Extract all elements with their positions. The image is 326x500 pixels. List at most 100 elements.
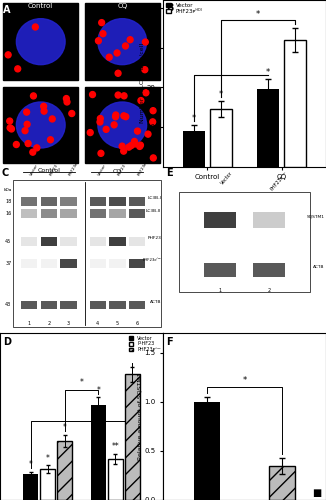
- Bar: [195, 402, 220, 500]
- Text: 16: 16: [5, 211, 11, 216]
- Circle shape: [13, 142, 19, 148]
- Bar: [41, 238, 57, 246]
- Text: 45: 45: [5, 239, 11, 244]
- Circle shape: [7, 125, 13, 131]
- Bar: [109, 238, 126, 246]
- Text: *: *: [219, 90, 223, 99]
- Circle shape: [24, 109, 30, 115]
- Bar: [109, 301, 126, 309]
- Bar: [129, 259, 145, 268]
- Circle shape: [150, 108, 156, 114]
- Text: Vector: Vector: [220, 170, 234, 186]
- Bar: [41, 209, 57, 218]
- Bar: [85, 4, 160, 80]
- Bar: [21, 238, 37, 246]
- Ellipse shape: [16, 102, 65, 148]
- Text: ■: ■: [312, 488, 321, 498]
- Circle shape: [32, 24, 38, 30]
- Circle shape: [97, 119, 103, 125]
- Text: *: *: [29, 460, 33, 469]
- Text: PHF23: PHF23: [49, 164, 59, 176]
- Circle shape: [103, 126, 109, 132]
- Text: *: *: [63, 423, 67, 432]
- Bar: [13, 180, 161, 326]
- Text: 43: 43: [5, 302, 11, 308]
- Bar: [269, 466, 294, 500]
- Bar: [41, 259, 57, 268]
- Circle shape: [132, 141, 138, 147]
- Text: 1: 1: [28, 321, 31, 326]
- Bar: [60, 198, 77, 206]
- Circle shape: [99, 20, 105, 26]
- Circle shape: [111, 122, 117, 128]
- Legend: Vector, PHF23ᴘᴴᴰᴵ: Vector, PHF23ᴘᴴᴰᴵ: [166, 3, 202, 14]
- Circle shape: [41, 108, 47, 114]
- Circle shape: [48, 137, 53, 143]
- Bar: [129, 238, 145, 246]
- Bar: [90, 209, 106, 218]
- Y-axis label: Relative amount of SQSTM1: Relative amount of SQSTM1: [138, 373, 143, 460]
- Ellipse shape: [98, 18, 147, 64]
- Text: Vector: Vector: [29, 164, 39, 176]
- Text: *: *: [266, 68, 270, 77]
- Y-axis label: Number of LC3B dots/cell: Number of LC3B dots/cell: [140, 44, 145, 124]
- Text: Control: Control: [28, 4, 53, 10]
- Circle shape: [142, 39, 148, 45]
- Circle shape: [7, 118, 13, 124]
- Text: PHF23: PHF23: [147, 236, 161, 240]
- Bar: [90, 259, 106, 268]
- Text: 3: 3: [67, 321, 70, 326]
- Bar: [284, 40, 306, 166]
- Circle shape: [145, 131, 151, 137]
- Bar: [108, 459, 123, 500]
- Circle shape: [31, 93, 37, 99]
- Circle shape: [115, 70, 121, 76]
- Legend: Vector, P-HF23, PHF23ᴘᴴᴰᴵ: Vector, P-HF23, PHF23ᴘᴴᴰᴵ: [129, 336, 161, 352]
- Circle shape: [150, 119, 156, 125]
- Bar: [183, 131, 205, 166]
- Text: D: D: [3, 336, 11, 346]
- Bar: [129, 198, 145, 206]
- Text: Vector: Vector: [98, 164, 108, 176]
- Bar: [21, 209, 37, 218]
- Text: A: A: [3, 5, 11, 15]
- Circle shape: [115, 92, 121, 98]
- Circle shape: [98, 150, 104, 156]
- Text: E: E: [166, 168, 173, 178]
- Bar: [60, 238, 77, 246]
- Circle shape: [24, 122, 30, 128]
- Text: *: *: [46, 454, 50, 463]
- Bar: [41, 301, 57, 309]
- Bar: [21, 301, 37, 309]
- Bar: [90, 198, 106, 206]
- Text: *: *: [192, 114, 196, 122]
- Circle shape: [34, 145, 40, 151]
- Bar: [129, 301, 145, 309]
- Text: PHF23ᴘᴴᴰᴵ: PHF23ᴘᴴᴰᴵ: [68, 158, 82, 176]
- Text: 5: 5: [116, 321, 119, 326]
- Ellipse shape: [98, 102, 147, 148]
- Text: 37: 37: [5, 261, 11, 266]
- Text: PHF23: PHF23: [117, 164, 127, 176]
- Text: ACTB: ACTB: [313, 264, 324, 268]
- Circle shape: [138, 98, 144, 103]
- Text: 1: 1: [218, 288, 222, 294]
- Circle shape: [97, 116, 103, 121]
- Text: Control: Control: [37, 168, 60, 173]
- Circle shape: [112, 114, 118, 119]
- Bar: [3, 86, 78, 164]
- Bar: [60, 301, 77, 309]
- Circle shape: [150, 155, 156, 161]
- Bar: [21, 259, 37, 268]
- Bar: [60, 209, 77, 218]
- Text: *: *: [80, 378, 83, 387]
- Text: 18: 18: [5, 199, 11, 204]
- Bar: [253, 264, 285, 276]
- Circle shape: [5, 52, 11, 58]
- Bar: [109, 259, 126, 268]
- Ellipse shape: [16, 18, 65, 64]
- Circle shape: [121, 148, 126, 154]
- Text: B: B: [166, 4, 174, 14]
- Circle shape: [128, 142, 134, 148]
- Circle shape: [119, 143, 125, 149]
